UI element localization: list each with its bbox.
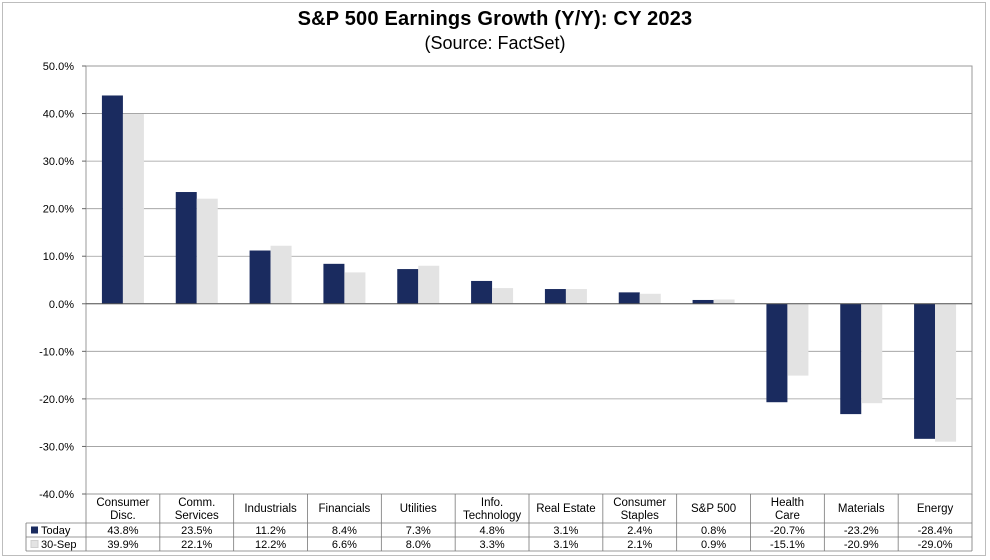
data-label: 7.3% <box>406 525 431 537</box>
y-tick-label: 30.0% <box>43 156 74 168</box>
y-tick-label: 0.0% <box>49 299 74 311</box>
category-label: Technology <box>463 510 521 522</box>
data-label: 12.2% <box>255 539 286 551</box>
y-tick-label: -10.0% <box>39 346 74 358</box>
bar-30-sep <box>196 198 218 304</box>
category-label: Materials <box>838 503 885 515</box>
y-tick-label: -20.0% <box>39 394 74 406</box>
category-label: Services <box>175 510 219 522</box>
y-tick-label: -30.0% <box>39 441 74 453</box>
bar-30-sep <box>935 303 957 442</box>
y-tick-label: 50.0% <box>43 61 74 73</box>
category-label: Staples <box>621 510 660 522</box>
category-label: Consumer <box>96 497 149 509</box>
bar-today <box>323 263 345 304</box>
data-label: 23.5% <box>181 525 212 537</box>
bar-30-sep <box>713 299 735 304</box>
bar-30-sep <box>639 293 661 304</box>
data-label: 39.9% <box>107 539 138 551</box>
category-label: Info. <box>481 497 503 509</box>
legend-label: 30-Sep <box>41 539 76 551</box>
legend-key-today <box>31 526 38 534</box>
category-label: Energy <box>917 503 954 515</box>
bar-today <box>175 192 197 304</box>
bar-today <box>249 250 271 304</box>
data-label: 6.6% <box>332 539 357 551</box>
bar-30-sep <box>270 245 292 304</box>
data-label: 3.3% <box>480 539 505 551</box>
bar-30-sep <box>418 265 440 304</box>
bar-today <box>544 289 566 304</box>
category-label: Comm. <box>178 497 215 509</box>
category-label: Real Estate <box>536 503 595 515</box>
category-label: Utilities <box>400 503 437 515</box>
data-label: 0.8% <box>701 525 726 537</box>
data-label: 11.2% <box>255 525 286 537</box>
bar-30-sep <box>344 272 366 304</box>
bar-today <box>840 303 862 415</box>
category-label: Consumer <box>613 497 666 509</box>
data-label: 2.1% <box>627 539 652 551</box>
data-label: 2.4% <box>627 525 652 537</box>
data-label: 0.9% <box>701 539 726 551</box>
y-tick-label: 40.0% <box>43 109 74 121</box>
y-tick-label: 10.0% <box>43 251 74 263</box>
bar-today <box>101 95 123 304</box>
plot-area <box>85 65 973 495</box>
bar-30-sep <box>861 303 883 404</box>
bar-today <box>397 269 419 304</box>
data-label: -23.2% <box>844 525 879 537</box>
category-label: Financials <box>319 503 371 515</box>
bar-30-sep <box>122 114 144 304</box>
y-tick-label: -40.0% <box>39 489 74 501</box>
data-label: 3.1% <box>553 525 578 537</box>
category-label: Disc. <box>110 510 136 522</box>
bar-30-sep <box>787 303 809 376</box>
y-tick-label: 20.0% <box>43 204 74 216</box>
bar-today <box>914 303 936 439</box>
data-label: -28.4% <box>918 525 953 537</box>
data-label: 43.8% <box>107 525 138 537</box>
data-label: -15.1% <box>770 539 805 551</box>
bar-today <box>618 292 640 304</box>
data-label: 22.1% <box>181 539 212 551</box>
data-label: 4.8% <box>480 525 505 537</box>
category-label: S&P 500 <box>691 503 736 515</box>
category-label: Industrials <box>244 503 297 515</box>
bar-30-sep <box>492 288 514 304</box>
category-label: Health <box>771 497 804 509</box>
data-label: 8.0% <box>406 539 431 551</box>
data-label: -20.9% <box>844 539 879 551</box>
category-label: Care <box>775 510 800 522</box>
data-label: -20.7% <box>770 525 805 537</box>
legend-key-30-sep <box>30 540 39 548</box>
bar-today <box>471 280 493 304</box>
data-label: 3.1% <box>553 539 578 551</box>
bar-today <box>766 303 788 403</box>
data-label: -29.0% <box>918 539 953 551</box>
bar-30-sep <box>565 289 587 304</box>
legend-label: Today <box>41 525 71 537</box>
chart-subtitle: (Source: FactSet) <box>424 33 566 53</box>
data-label: 8.4% <box>332 525 357 537</box>
bar-today <box>692 299 714 304</box>
chart-title: S&P 500 Earnings Growth (Y/Y): CY 2023 <box>297 8 693 30</box>
